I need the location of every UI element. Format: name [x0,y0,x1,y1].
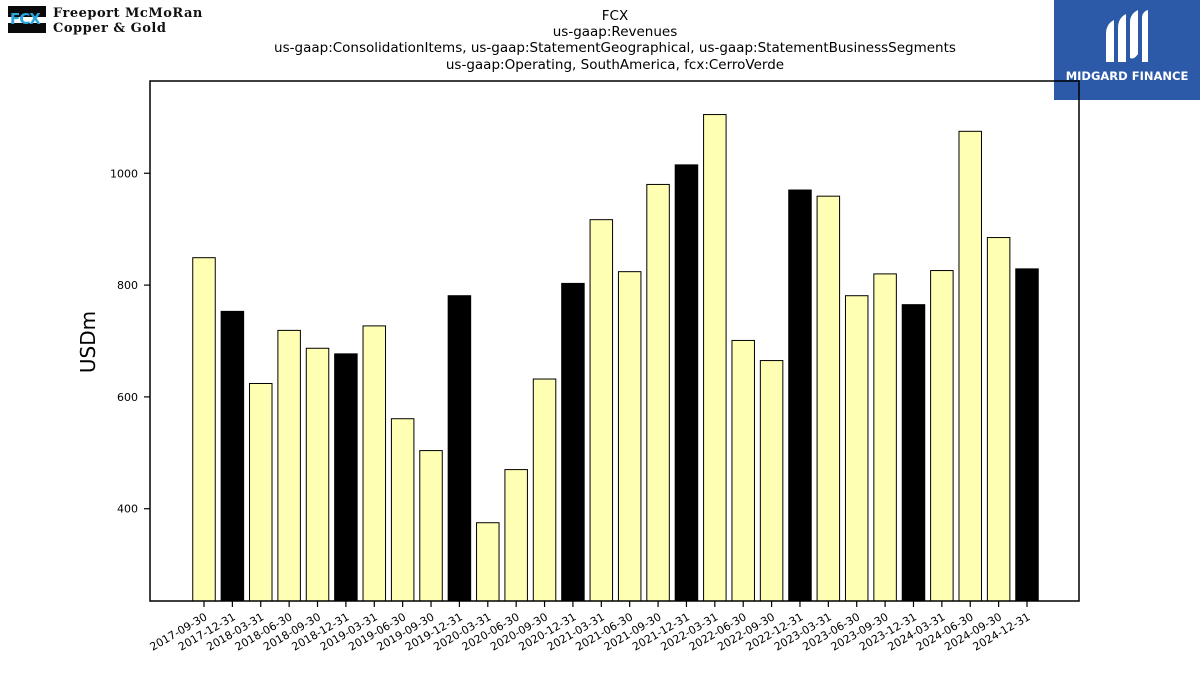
chart-title-line-2: us-gaap:Revenues [553,24,678,40]
bar-2020-09-30 [532,378,557,602]
bar-2021-09-30 [646,183,670,602]
bar-2018-09-30 [305,347,330,602]
chart-title-line-1: FCX [602,8,628,24]
y-tick-label: 600 [117,391,138,404]
bar-2017-09-30 [192,257,216,602]
y-tick-label: 400 [117,503,138,516]
bars-group [192,114,1039,602]
bar-2017-12-31 [220,310,245,602]
chart-title: FCX us-gaap:Revenues us-gaap:Consolidati… [274,8,956,73]
bar-2023-06-30 [844,295,869,602]
bar-2024-06-30 [958,130,982,602]
fcx-logo-name-line1: Freeport McMoRan [53,6,203,21]
chart-title-line-4: us-gaap:Operating, SouthAmerica, fcx:Cer… [446,57,784,73]
bar-2024-09-30 [986,237,1011,602]
bar-2024-12-31 [1015,268,1039,602]
freeport-mcmoran-logo: FCX Freeport McMoRan Copper & Gold [8,6,218,36]
bar-2022-03-31 [703,114,727,602]
fcx-logo-name-line2: Copper & Gold [53,21,167,36]
bar-2021-03-31 [589,219,614,602]
bar-2023-12-31 [901,304,926,602]
fcx-logo-stripe [8,17,46,23]
bar-2022-09-30 [759,360,784,602]
midgard-emblem-icon [1106,10,1148,62]
bar-2022-06-30 [731,339,755,602]
bar-2023-09-30 [873,273,897,602]
midgard-finance-logo: MIDGARD FINANCE [1054,0,1200,100]
y-tick-label: 1000 [110,167,138,180]
y-axis-label: USDm [76,311,100,373]
bar-2021-12-31 [674,164,699,602]
bar-2018-12-31 [334,353,358,602]
bar-2024-03-31 [930,270,954,602]
y-tick-label: 800 [117,279,138,292]
chart-title-line-3: us-gaap:ConsolidationItems, us-gaap:Stat… [274,40,956,56]
midgard-logo-text: MIDGARD FINANCE [1065,69,1189,83]
bar-2018-03-31 [249,382,273,602]
x-axis-ticks: 2017-09-302017-12-312018-03-312018-06-30… [148,601,1033,654]
bar-2018-06-30 [277,329,301,602]
bar-2019-06-30 [390,418,415,602]
y-axis-ticks: 400 600 800 1000 [110,167,150,516]
fcx-logo-mark-text: FCX [10,10,41,28]
plot-area-frame [149,80,1080,602]
bar-2019-09-30 [419,450,443,602]
bar-2019-03-31 [362,325,387,602]
fcx-logo-mark: FCX [8,6,46,33]
bar-2020-12-31 [561,282,585,602]
bar-2021-06-30 [617,271,642,602]
bar-2019-12-31 [447,295,472,602]
bar-2023-03-31 [816,195,841,602]
bar-2022-12-31 [788,189,812,602]
bar-2020-03-31 [476,522,500,602]
bar-2020-06-30 [504,469,528,602]
